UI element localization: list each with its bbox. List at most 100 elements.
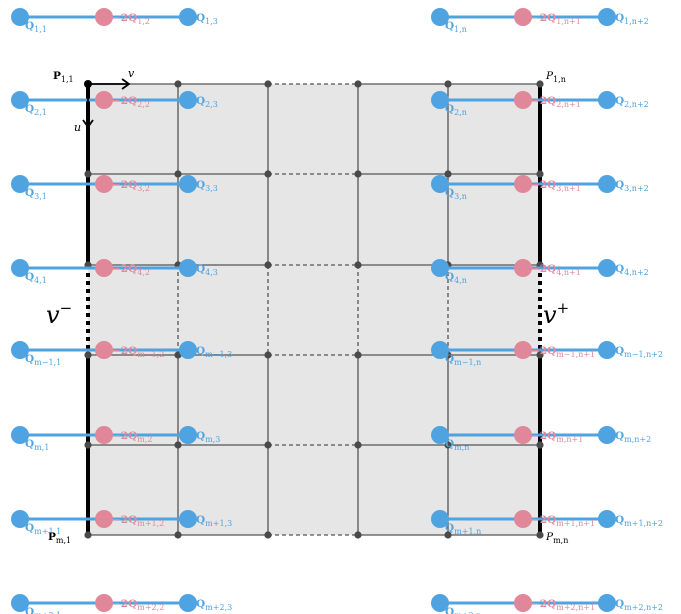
control-point: [11, 8, 29, 26]
control-row-right: Q2,n−2Q2,n+1 Q2,n+2: [431, 91, 649, 117]
weighted-control-point-label: −2Q1,n+1: [531, 12, 581, 26]
label-subscript: 1,n: [454, 25, 467, 34]
control-point: [598, 341, 616, 359]
control-point-label: Q4,n: [445, 271, 467, 285]
control-point-label: Qm+1,n: [445, 522, 481, 536]
label-subscript: 3,n+1: [556, 184, 581, 193]
label-subscript: m,3: [205, 435, 220, 444]
control-point: [179, 341, 197, 359]
label-base: Q: [196, 263, 205, 275]
control-point: [11, 510, 29, 528]
grid-node: [354, 170, 362, 178]
control-point-label: Q2,n+2: [615, 95, 649, 109]
label-base: −2Q: [112, 430, 137, 442]
grid-node: [536, 441, 544, 449]
grid-node: [84, 170, 92, 178]
control-row-right: Qm−1,n −2Qm−1,n+1 Qm−1,n+2: [431, 341, 663, 367]
grid-node: [264, 261, 272, 269]
control-point-label: Q3,n: [445, 187, 467, 201]
control-row-right: Qm,n −2Qm,n+1 Qm,n+2: [431, 426, 651, 452]
label-base: Q: [445, 522, 454, 534]
control-point-label: Qm+1,3: [196, 514, 232, 528]
grid-node: [354, 261, 362, 269]
control-point: [179, 8, 197, 26]
label-base: −2Q: [531, 598, 556, 610]
grid-node: [536, 531, 544, 539]
control-point-label: Q4,3: [196, 263, 218, 277]
label-base: −2Q: [112, 12, 137, 24]
label-subscript: m,n: [454, 443, 469, 452]
label-subscript: m+1,3: [205, 519, 232, 528]
grid-nodes: [84, 80, 544, 539]
label-base: −2Q: [112, 514, 137, 526]
weighted-control-point-label: −2Q2,n+1: [531, 95, 581, 109]
label-base: Q: [196, 12, 205, 24]
grid-node: [536, 80, 544, 88]
control-point: [11, 594, 29, 612]
label-subscript: m,n+2: [624, 435, 651, 444]
label-base: Q: [615, 598, 624, 610]
label-base: −2Q: [112, 345, 137, 357]
label-base: Q: [445, 103, 454, 115]
grid-node: [354, 80, 362, 88]
control-point: [598, 8, 616, 26]
label-base: Q: [445, 271, 454, 283]
label-subscript: m−1,n+1: [556, 350, 595, 359]
control-row-left: Q2,1−2Q2,2 Q2,3: [11, 91, 218, 117]
weighted-control-point: [514, 175, 532, 193]
control-row-left: Qm−1,1 −2Qm−1,2 Qm−1,3: [11, 341, 232, 367]
weighted-control-point: [95, 175, 113, 193]
weighted-control-point-label: −2Q4,n+1: [531, 263, 581, 277]
control-point: [11, 175, 29, 193]
label-subscript: m−1,n: [454, 358, 481, 367]
control-point: [431, 341, 449, 359]
control-point-label: Qm+2,n: [445, 606, 481, 614]
label-subscript: m,n+1: [556, 435, 583, 444]
label-base: Q: [615, 95, 624, 107]
label-subscript: 3,2: [137, 184, 150, 193]
label-base: −2Q: [112, 598, 137, 610]
grid-node: [264, 531, 272, 539]
label-subscript: 4,2: [137, 268, 150, 277]
weighted-control-point: [95, 426, 113, 444]
label-subscript: m+1,2: [137, 519, 164, 528]
label-base: Q: [196, 430, 205, 442]
control-point-label: Q1,n: [445, 20, 467, 34]
label-base: −2Q: [112, 263, 137, 275]
control-row-right: Q3,n−2Q3,n+1 Q3,n+2: [431, 175, 649, 201]
label-base: Q: [196, 514, 205, 526]
label-base: −2Q: [531, 179, 556, 191]
control-point-rows: Q1,1−2Q1,2 Q1,3 Q1,n−2Q1,n+1 Q1,n+2Q2,1−2Q2…: [11, 8, 663, 614]
control-point: [598, 91, 616, 109]
control-point: [179, 510, 197, 528]
control-point-label: Qm−1,3: [196, 345, 232, 359]
grid-node: [354, 351, 362, 359]
control-row-left: Q3,1−2Q3,2 Q3,3: [11, 175, 218, 201]
label-subscript: 1,n+2: [624, 17, 649, 26]
control-point: [598, 510, 616, 528]
control-point-label: Q3,3: [196, 179, 218, 193]
control-point: [431, 259, 449, 277]
control-point: [179, 259, 197, 277]
label-base: Q: [445, 187, 454, 199]
control-point-label: Qm−1,n+2: [615, 345, 663, 359]
corner-label-top-left: P1,1: [53, 70, 74, 84]
weighted-control-point-label: −2Q4,2: [112, 263, 150, 277]
axis-u-arrow: [82, 84, 94, 129]
label-subscript: 2,2: [137, 100, 150, 109]
label-subscript: 3,3: [205, 184, 218, 193]
control-row-left: Qm,1 −2Qm,2 Qm,3: [11, 426, 220, 452]
grid-node: [354, 531, 362, 539]
control-point: [179, 175, 197, 193]
control-point: [179, 426, 197, 444]
control-point-label: Q2,1: [25, 103, 47, 117]
control-point: [598, 594, 616, 612]
label-subscript: m+1,n: [454, 527, 481, 536]
label-subscript: 4,n: [454, 276, 467, 285]
label-subscript: m+1,n+1: [556, 519, 595, 528]
label-base: Q: [25, 522, 34, 534]
grid-node: [174, 441, 182, 449]
grid-node: [536, 170, 544, 178]
axis-v-label: v: [128, 67, 135, 80]
label-base: Q: [196, 95, 205, 107]
